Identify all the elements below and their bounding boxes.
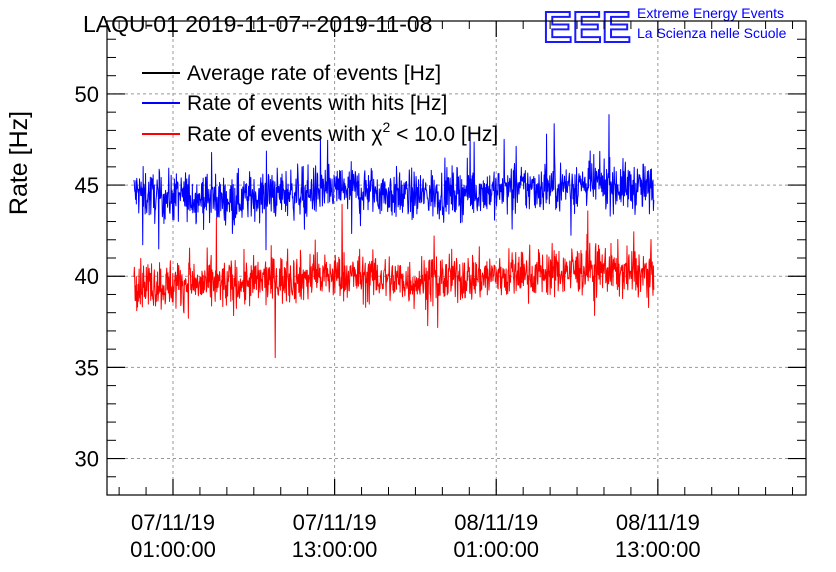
x-tick-time: 01:00:00: [453, 537, 539, 562]
eee-logo-line2: La Scienza nelle Scuole: [637, 25, 787, 41]
x-tick-date: 08/11/19: [616, 510, 700, 535]
legend-chi2-suffix: < 10.0 [Hz]: [390, 123, 498, 146]
x-tick-date: 08/11/19: [454, 510, 538, 535]
y-tick-label: 30: [75, 447, 99, 472]
eee-logo-line1: Extreme Energy Events: [637, 5, 784, 21]
x-tick-time: 01:00:00: [130, 537, 216, 562]
eee-logo: EEE Extreme Energy Events La Scienza nel…: [542, 2, 787, 53]
series-line-hits: [133, 114, 655, 251]
y-tick-label: 40: [75, 264, 99, 289]
legend-chi2-prefix: Rate of events with χ: [187, 123, 382, 146]
y-tick-label: 45: [75, 173, 99, 198]
x-tick-date: 07/11/19: [293, 510, 377, 535]
axes: 303540455007/11/1901:00:0007/11/1913:00:…: [75, 20, 806, 562]
x-tick-time: 13:00:00: [292, 537, 378, 562]
y-tick-label: 50: [75, 82, 99, 107]
y-axis-label: Rate [Hz]: [5, 111, 33, 215]
legend-label-hits: Rate of events with hits [Hz]: [187, 92, 447, 115]
x-tick-time: 13:00:00: [615, 537, 701, 562]
plot-frame: [106, 20, 807, 496]
series-line-chi2: [133, 203, 655, 359]
legend-chi2-sup: 2: [382, 119, 390, 135]
legend-label-average: Average rate of events [Hz]: [187, 62, 441, 85]
y-tick-label: 35: [75, 355, 99, 380]
legend-label-chi2: Rate of events with χ2 < 10.0 [Hz]: [187, 119, 498, 146]
x-tick-date: 07/11/19: [131, 510, 215, 535]
chart-title: LAQU-01 2019-11-07--2019-11-08: [83, 11, 432, 37]
series-layer: [133, 114, 655, 359]
eee-logo-mark: EEE: [543, 3, 631, 52]
legend: Average rate of events [Hz] Rate of even…: [142, 62, 498, 146]
